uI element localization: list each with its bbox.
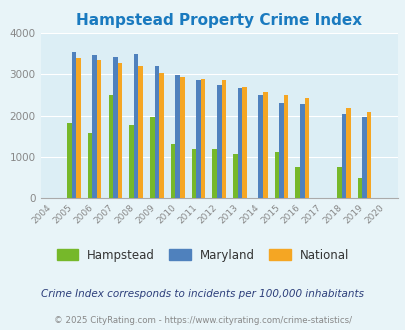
- Bar: [283, 95, 288, 198]
- Bar: [336, 167, 341, 198]
- Legend: Hampstead, Maryland, National: Hampstead, Maryland, National: [52, 244, 353, 266]
- Text: © 2025 CityRating.com - https://www.cityrating.com/crime-statistics/: © 2025 CityRating.com - https://www.city…: [54, 316, 351, 325]
- Bar: [129, 124, 134, 198]
- Bar: [279, 103, 283, 198]
- Bar: [366, 112, 371, 198]
- Bar: [76, 58, 81, 198]
- Bar: [97, 60, 101, 198]
- Bar: [258, 95, 262, 198]
- Bar: [262, 91, 267, 198]
- Bar: [196, 80, 200, 198]
- Bar: [299, 104, 304, 198]
- Bar: [138, 66, 143, 198]
- Bar: [134, 53, 138, 198]
- Bar: [67, 123, 71, 198]
- Bar: [179, 77, 184, 198]
- Bar: [154, 66, 159, 198]
- Bar: [345, 109, 350, 198]
- Bar: [191, 149, 196, 198]
- Bar: [237, 88, 242, 198]
- Bar: [92, 55, 97, 198]
- Bar: [200, 79, 205, 198]
- Bar: [113, 57, 117, 198]
- Bar: [175, 75, 179, 198]
- Bar: [216, 85, 221, 198]
- Bar: [71, 52, 76, 198]
- Bar: [341, 114, 345, 198]
- Bar: [159, 73, 163, 198]
- Bar: [295, 167, 299, 198]
- Text: Crime Index corresponds to incidents per 100,000 inhabitants: Crime Index corresponds to incidents per…: [41, 289, 364, 299]
- Bar: [357, 178, 362, 198]
- Bar: [87, 133, 92, 198]
- Bar: [304, 98, 309, 198]
- Title: Hampstead Property Crime Index: Hampstead Property Crime Index: [76, 13, 361, 28]
- Bar: [117, 63, 122, 198]
- Bar: [362, 117, 366, 198]
- Bar: [232, 154, 237, 198]
- Bar: [171, 144, 175, 198]
- Bar: [108, 95, 113, 198]
- Bar: [242, 87, 246, 198]
- Bar: [212, 148, 216, 198]
- Bar: [221, 80, 226, 198]
- Bar: [274, 152, 279, 198]
- Bar: [150, 117, 154, 198]
